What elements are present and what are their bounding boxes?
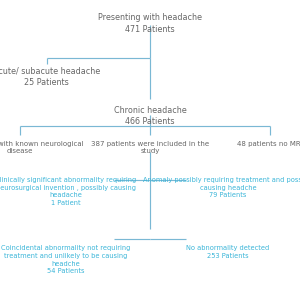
Text: 11 patients with known neurological
disease: 11 patients with known neurological dise…	[0, 141, 83, 154]
Text: Acute/ subacute headache
25 Patients: Acute/ subacute headache 25 Patients	[0, 67, 100, 87]
Text: Chronic headache
466 Patients: Chronic headache 466 Patients	[114, 106, 186, 126]
Text: Coincidental abnormality not requiring
treatment and unlikely to be causing
head: Coincidental abnormality not requiring t…	[1, 245, 131, 274]
Text: Presenting with headache
471 Patients: Presenting with headache 471 Patients	[98, 13, 202, 34]
Text: No abnormality detected
253 Patients: No abnormality detected 253 Patients	[186, 245, 270, 259]
Text: Clinically significant abnormality requiring
neurosurgical invention , possibly : Clinically significant abnormality requi…	[0, 177, 136, 206]
Text: 48 patients no MRI: 48 patients no MRI	[237, 141, 300, 147]
Text: Anomaly possibly requiring treatment and possibly
causing headche
79 Patients: Anomaly possibly requiring treatment and…	[142, 177, 300, 198]
Text: 387 patients were included in the
study: 387 patients were included in the study	[91, 141, 209, 154]
